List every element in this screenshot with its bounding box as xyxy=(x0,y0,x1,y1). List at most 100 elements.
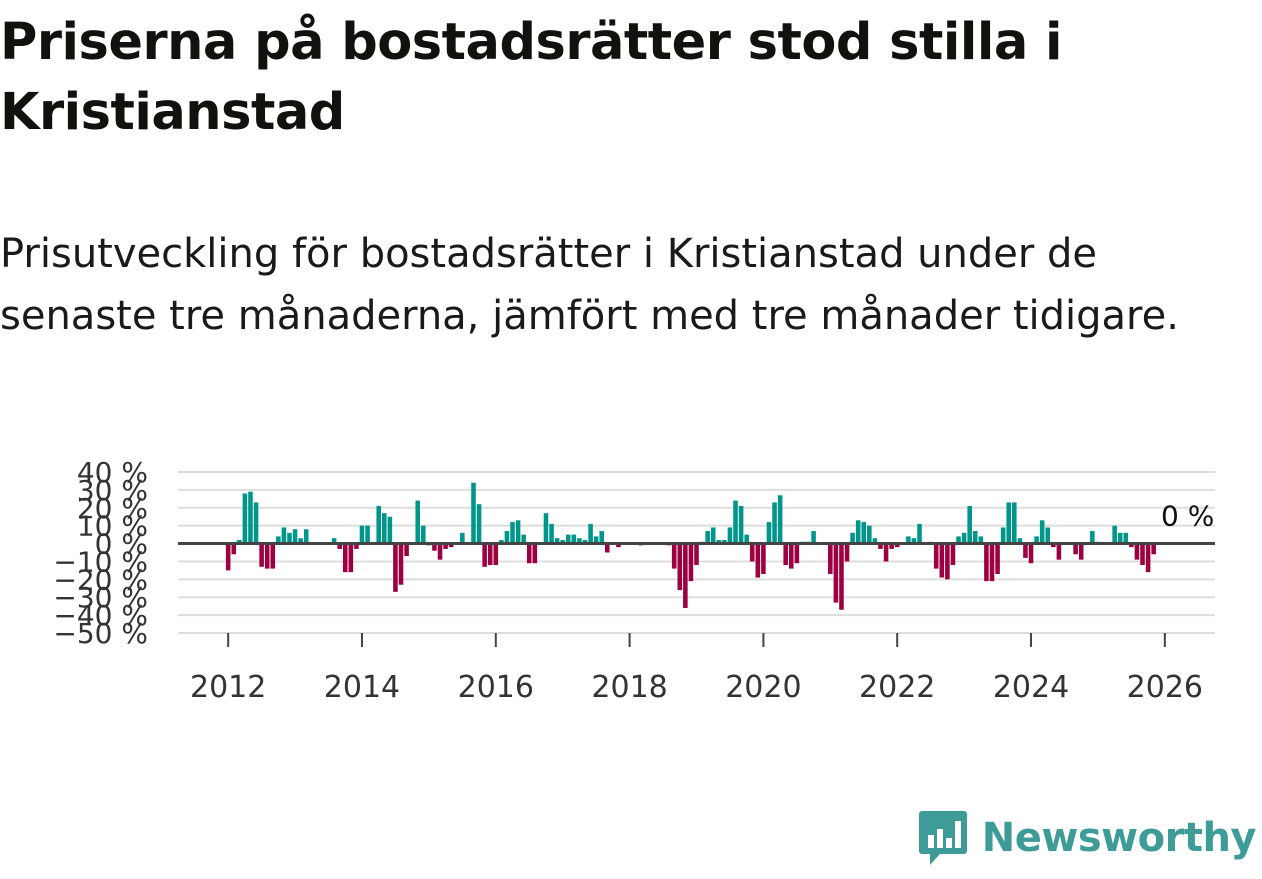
x-tick-label: 2024 xyxy=(993,670,1069,705)
x-tick-label: 2018 xyxy=(591,670,667,705)
bar xyxy=(354,543,359,549)
bar xyxy=(532,543,538,564)
bar xyxy=(749,543,755,562)
chart-title: Priserna på bostadsrätter stod stilla i … xyxy=(0,13,1063,142)
bar xyxy=(599,531,605,544)
bar xyxy=(482,543,487,567)
y-tick-label: 20 % xyxy=(77,492,148,525)
bar xyxy=(967,505,972,544)
bar xyxy=(376,505,381,544)
bar xyxy=(945,543,950,580)
bar xyxy=(342,543,348,573)
bar xyxy=(716,539,722,544)
bar xyxy=(989,543,995,582)
bar xyxy=(788,543,794,569)
bar xyxy=(1090,531,1095,544)
bar xyxy=(1039,520,1045,544)
bar xyxy=(504,531,510,544)
bar xyxy=(861,522,867,544)
newsworthy-brand: Newsworthy xyxy=(918,809,1257,867)
bar xyxy=(616,543,621,548)
bar xyxy=(761,543,766,574)
bar xyxy=(727,527,733,544)
x-tick-label: 2026 xyxy=(1127,670,1203,705)
bar xyxy=(878,543,883,549)
bar xyxy=(1134,543,1140,560)
annotations: 0 % xyxy=(1161,500,1214,533)
bar xyxy=(460,532,465,544)
y-tick-label: −30 % xyxy=(53,581,148,614)
bar xyxy=(688,543,694,582)
bar xyxy=(961,532,967,544)
bar xyxy=(850,532,855,544)
x-axis-ticks: 2012 2014 2016 2018 2020 2022 2024 2026 xyxy=(190,633,1203,705)
bar xyxy=(487,543,493,566)
bar xyxy=(593,536,599,544)
bar xyxy=(432,543,437,551)
bar xyxy=(515,520,521,544)
newsworthy-logo-icon xyxy=(918,811,967,865)
y-tick-label: 40 % xyxy=(77,456,148,489)
bar xyxy=(443,543,448,549)
bar xyxy=(437,543,443,560)
bar xyxy=(839,543,844,610)
bar xyxy=(298,538,303,544)
bar xyxy=(605,543,610,553)
bar xyxy=(1056,543,1062,560)
bar xyxy=(894,543,900,548)
bar xyxy=(387,516,393,544)
bar xyxy=(794,543,800,564)
last-value-label: 0 % xyxy=(1161,500,1214,533)
bar xyxy=(582,539,588,544)
bar xyxy=(560,539,565,544)
bar xyxy=(777,495,783,544)
bar xyxy=(1145,543,1151,573)
bar xyxy=(521,534,526,544)
bar xyxy=(337,543,342,549)
bar xyxy=(917,523,922,544)
bar xyxy=(1073,543,1078,555)
bar xyxy=(883,543,889,562)
bar xyxy=(281,527,287,544)
bar xyxy=(811,531,816,544)
bar xyxy=(733,500,738,544)
x-tick-label: 2014 xyxy=(324,670,400,705)
bar xyxy=(415,500,421,544)
bar xyxy=(833,543,839,603)
bar xyxy=(1151,543,1156,555)
bar xyxy=(671,543,677,569)
bar xyxy=(1000,527,1006,544)
bar xyxy=(588,523,593,544)
bar xyxy=(1023,543,1028,558)
bar xyxy=(526,543,532,564)
bar xyxy=(828,543,833,574)
bar xyxy=(1028,543,1034,564)
bar xyxy=(772,502,777,544)
bar xyxy=(1006,502,1012,544)
bar xyxy=(270,543,276,569)
bar xyxy=(705,531,710,544)
bar xyxy=(1045,527,1051,544)
bar xyxy=(694,543,699,566)
bar xyxy=(253,502,259,544)
bar xyxy=(1140,543,1145,566)
bar xyxy=(359,525,365,544)
bar xyxy=(248,491,253,544)
bar xyxy=(1017,538,1023,544)
bar xyxy=(303,529,309,544)
bar xyxy=(499,539,504,544)
x-tick-label: 2012 xyxy=(190,670,266,705)
bar xyxy=(677,543,683,591)
bar xyxy=(939,543,945,578)
brand-name: Newsworthy xyxy=(981,815,1257,861)
bar xyxy=(1051,543,1056,548)
bar xyxy=(571,534,577,544)
chart-subtitle: Prisutveckling för bostadsrätter i Krist… xyxy=(0,231,1179,339)
y-tick-label: 0 % xyxy=(95,528,148,561)
bar xyxy=(264,543,270,569)
bar xyxy=(710,527,716,544)
bar xyxy=(950,543,956,566)
bar xyxy=(1112,525,1117,544)
bar xyxy=(844,543,850,562)
bar xyxy=(381,513,387,544)
